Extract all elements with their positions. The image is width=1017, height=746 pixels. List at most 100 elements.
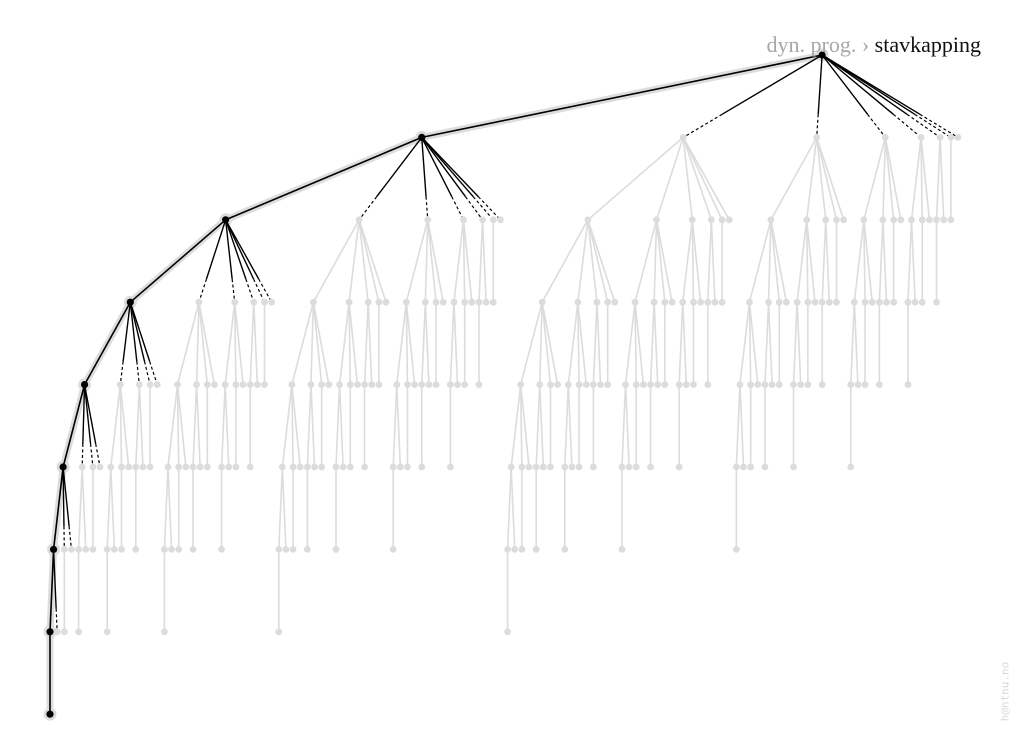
breadcrumb-current: stavkapping — [874, 32, 981, 57]
tree-node — [246, 463, 254, 471]
tree-edge — [748, 302, 752, 385]
tree-node — [393, 381, 401, 388]
memo-edge — [245, 278, 255, 303]
tree-node — [218, 463, 225, 471]
memo-edge — [867, 113, 886, 138]
memo-edge — [55, 608, 58, 632]
tree-edge — [291, 384, 294, 468]
tree-edge — [735, 384, 741, 468]
tree-edge — [462, 219, 473, 303]
tree-node — [675, 381, 683, 388]
tree-edge — [567, 384, 573, 468]
tree-node — [203, 381, 211, 388]
tree-node — [288, 381, 296, 388]
tree-edge — [541, 302, 552, 385]
tree-edge — [796, 302, 802, 385]
tree-node — [847, 463, 855, 471]
tree-edge — [863, 219, 874, 303]
tree-edge — [358, 219, 387, 303]
breadcrumb-separator: › — [861, 32, 870, 57]
tree-node — [253, 381, 261, 388]
tree-edge — [587, 136, 684, 221]
memo-edge — [906, 113, 941, 138]
tree-edge — [634, 219, 658, 303]
tree-edge — [682, 137, 723, 221]
tree-edge — [281, 384, 293, 468]
tree-edge — [815, 137, 845, 221]
tree-node — [940, 216, 948, 224]
tree-node — [890, 216, 898, 224]
tree-node — [561, 463, 569, 471]
tree-node — [355, 216, 363, 224]
tree-edge — [453, 219, 465, 303]
tree-node — [497, 216, 504, 224]
tree-node — [309, 298, 317, 306]
tree-edge — [224, 302, 236, 385]
tree-edge — [824, 219, 831, 303]
tree-node — [82, 546, 90, 553]
memo-edge — [472, 196, 494, 221]
call-edge — [52, 549, 57, 609]
tree-edge — [367, 302, 373, 385]
tree-node — [153, 381, 161, 388]
tree-node — [116, 381, 124, 388]
tree-node — [861, 381, 869, 388]
memo-edge — [81, 443, 84, 468]
tree-edge — [649, 302, 655, 385]
tree-node — [196, 463, 204, 471]
tree-node — [589, 381, 597, 388]
tree-edge — [682, 137, 713, 221]
tree-node — [790, 463, 797, 471]
tree-edge — [815, 137, 838, 220]
memo-edge — [892, 113, 922, 138]
tree-node — [597, 381, 604, 388]
tree-node — [389, 546, 397, 553]
spine-node — [80, 381, 89, 389]
tree-node — [489, 298, 497, 306]
spine-edge — [83, 301, 132, 385]
call-edge — [721, 54, 823, 115]
tree-edge — [106, 466, 112, 550]
tree-node — [146, 463, 154, 471]
call-edge — [129, 301, 151, 362]
tree-node — [282, 546, 290, 553]
tree-node — [275, 546, 283, 553]
tree-edge — [134, 384, 141, 468]
tree-node — [479, 216, 486, 224]
tree-node — [332, 463, 340, 471]
tree-edge — [691, 219, 702, 303]
tree-node — [425, 381, 433, 388]
tree-node — [246, 381, 254, 388]
breadcrumb-parent[interactable]: dyn. prog. — [766, 32, 857, 57]
tree-node — [875, 298, 883, 306]
tree-edge — [249, 302, 255, 385]
tree-node — [164, 463, 172, 471]
tree-node — [883, 298, 890, 306]
tree-edge — [291, 301, 315, 385]
tree-node — [622, 381, 629, 388]
tree-node — [118, 463, 125, 471]
tree-node — [446, 381, 454, 388]
tree-edge — [541, 302, 559, 385]
memo-edge — [358, 196, 378, 221]
tree-edge — [706, 219, 713, 303]
tree-node — [325, 381, 333, 388]
tree-node — [747, 463, 755, 471]
call-edge — [421, 137, 453, 198]
tree-node — [60, 546, 68, 553]
tree-node — [690, 298, 697, 306]
tree-edge — [907, 219, 913, 303]
tree-node — [225, 463, 233, 471]
gray-edges — [63, 136, 952, 632]
tree-node — [418, 463, 426, 471]
tree-node — [404, 381, 411, 388]
tree-node — [89, 463, 97, 471]
tree-node — [278, 463, 286, 471]
tree-node — [775, 298, 783, 306]
tree-edge — [587, 219, 616, 303]
tree-node — [539, 463, 547, 471]
tree-edge — [678, 302, 684, 385]
tree-node — [547, 381, 554, 388]
tree-node — [489, 216, 497, 224]
tree-edge — [192, 384, 198, 468]
